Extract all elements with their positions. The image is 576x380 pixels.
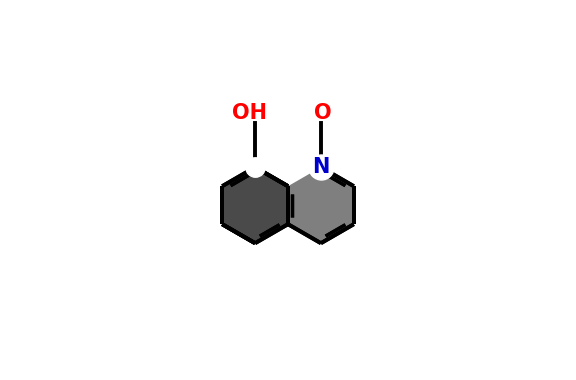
Text: OH: OH xyxy=(232,103,267,123)
Polygon shape xyxy=(288,167,354,243)
Polygon shape xyxy=(222,167,288,243)
Text: O: O xyxy=(314,103,332,123)
Text: N: N xyxy=(312,157,329,177)
